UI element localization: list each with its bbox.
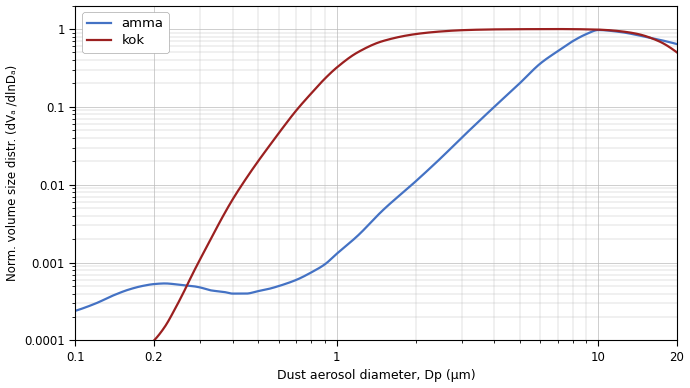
kok — [362, 46, 370, 50]
Legend: amma, kok: amma, kok — [82, 12, 169, 53]
amma — [315, 266, 323, 271]
kok — [558, 27, 566, 31]
kok — [150, 338, 158, 343]
amma — [132, 285, 141, 289]
Line: kok: kok — [154, 29, 677, 341]
amma — [540, 58, 549, 62]
amma — [673, 42, 681, 47]
Y-axis label: Norm. volume size distr. (dVₐ /dlnDₐ): Norm. volume size distr. (dVₐ /dlnDₐ) — [6, 65, 19, 281]
amma — [551, 50, 560, 55]
X-axis label: Dust aerosol diameter, Dp (μm): Dust aerosol diameter, Dp (μm) — [277, 369, 475, 383]
kok — [509, 27, 518, 31]
amma — [484, 110, 493, 114]
amma — [71, 308, 79, 313]
Line: amma: amma — [75, 30, 677, 311]
kok — [673, 50, 681, 55]
kok — [380, 38, 388, 43]
amma — [595, 28, 603, 32]
kok — [204, 243, 212, 248]
kok — [553, 27, 562, 31]
amma — [336, 248, 344, 253]
kok — [568, 27, 576, 31]
